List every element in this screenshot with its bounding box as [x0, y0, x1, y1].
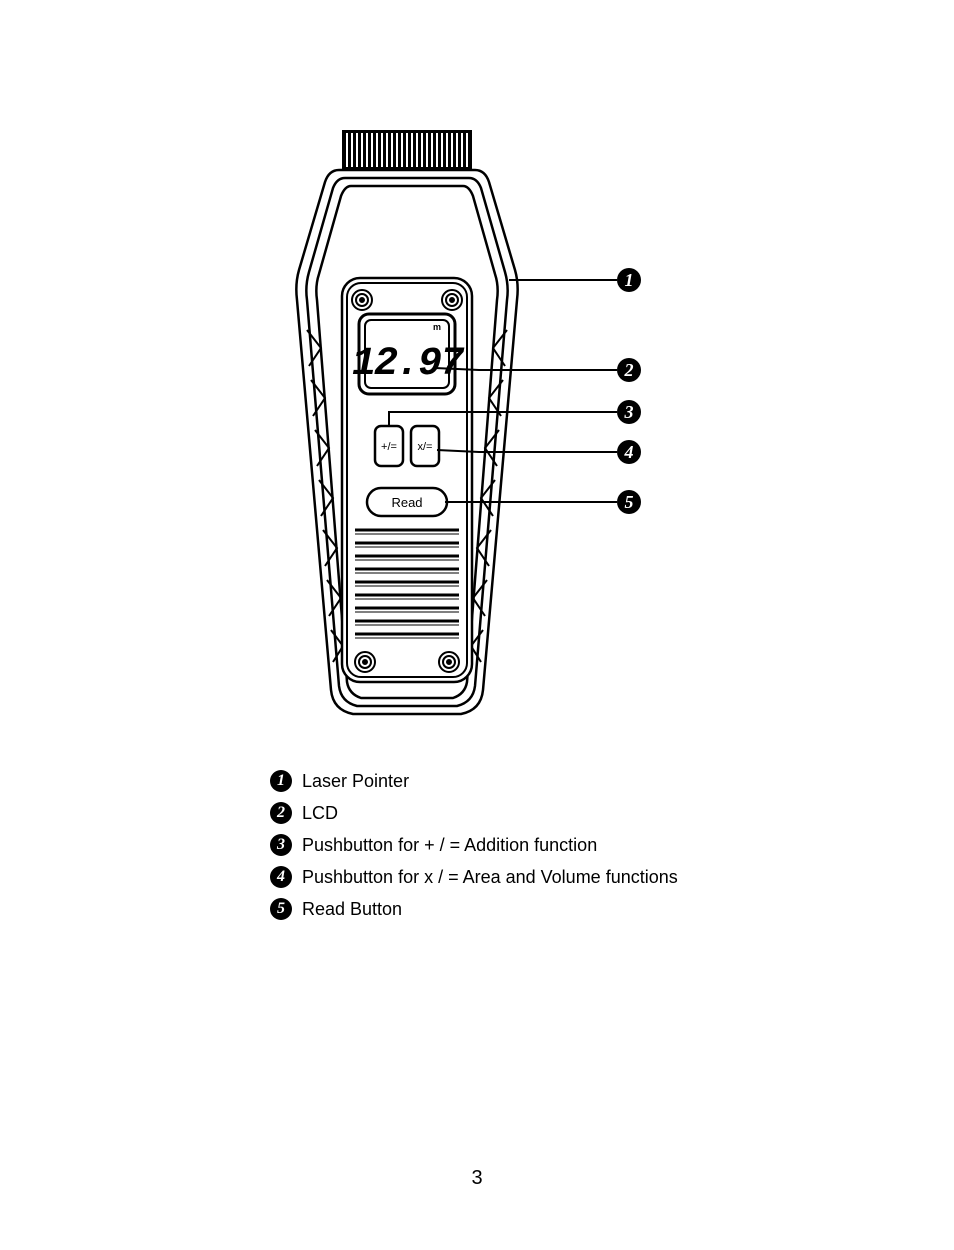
- callout-3-marker: 3: [617, 400, 641, 424]
- legend-text-2: LCD: [302, 803, 338, 824]
- button-times-label: x/=: [418, 441, 433, 453]
- callout-5-marker: 5: [617, 490, 641, 514]
- callout-1-marker: 1: [617, 268, 641, 292]
- legend-num-5: 5: [270, 898, 292, 920]
- legend-text-4: Pushbutton for x / = Area and Volume fun…: [302, 867, 678, 888]
- legend-num-3: 3: [270, 834, 292, 856]
- device-svg: m 12.97 +/= x/= Read: [237, 120, 717, 740]
- button-read[interactable]: Read: [367, 488, 447, 516]
- button-plus[interactable]: +/=: [375, 426, 403, 466]
- callout-1-num: 1: [625, 270, 634, 290]
- legend-num-2: 2: [270, 802, 292, 824]
- legend-list: 1 Laser Pointer 2 LCD 3 Pushbutton for +…: [270, 770, 770, 930]
- legend-num-4: 4: [270, 866, 292, 888]
- callout-5-num: 5: [625, 492, 634, 512]
- screw-bottom-right: [439, 652, 459, 672]
- callout-4-num: 4: [624, 442, 634, 462]
- legend-text-3: Pushbutton for + / = Addition function: [302, 835, 597, 856]
- legend-num-1: 1: [270, 770, 292, 792]
- callout-2-num: 2: [624, 360, 634, 380]
- legend-item-4: 4 Pushbutton for x / = Area and Volume f…: [270, 866, 770, 888]
- lcd-unit: m: [433, 322, 441, 332]
- legend-item-1: 1 Laser Pointer: [270, 770, 770, 792]
- button-times[interactable]: x/=: [411, 426, 439, 466]
- legend-item-3: 3 Pushbutton for + / = Addition function: [270, 834, 770, 856]
- callout-2-marker: 2: [617, 358, 641, 382]
- callout-4-marker: 4: [617, 440, 641, 464]
- lcd-screen: m 12.97: [352, 314, 465, 394]
- legend-text-5: Read Button: [302, 899, 402, 920]
- device-diagram: m 12.97 +/= x/= Read: [0, 120, 954, 740]
- legend-item-5: 5 Read Button: [270, 898, 770, 920]
- lcd-value: 12.97: [352, 342, 465, 387]
- button-read-label: Read: [391, 495, 422, 510]
- legend-text-1: Laser Pointer: [302, 771, 409, 792]
- button-plus-label: +/=: [381, 441, 397, 453]
- screw-top-right: [442, 290, 462, 310]
- page-number: 3: [0, 1167, 954, 1190]
- manual-page: m 12.97 +/= x/= Read: [0, 0, 954, 1250]
- legend-item-2: 2 LCD: [270, 802, 770, 824]
- screw-bottom-left: [355, 652, 375, 672]
- sensor-cap: [342, 130, 472, 170]
- screw-top-left: [352, 290, 372, 310]
- callout-3-num: 3: [624, 402, 634, 422]
